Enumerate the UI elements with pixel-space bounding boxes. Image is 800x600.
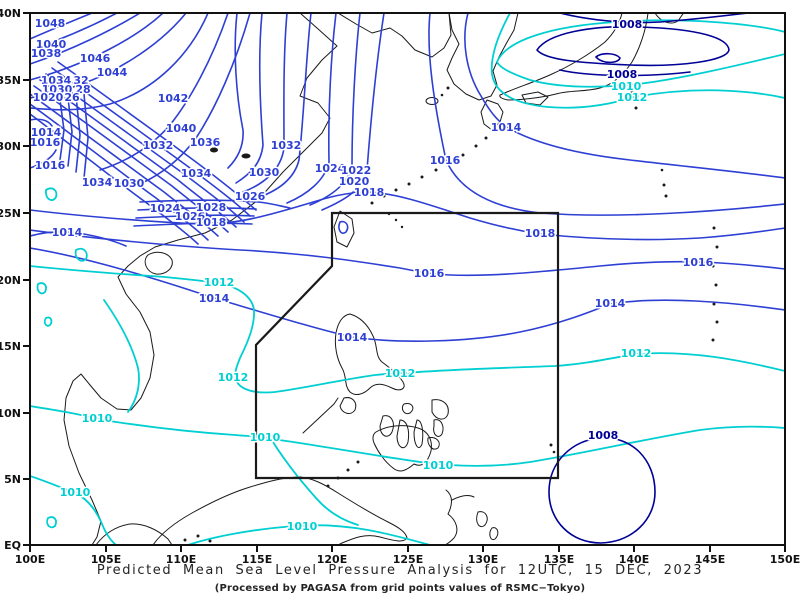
x-axis: 100E 105E 110E 115E 120E 125E 130E 135E 140E 145E… xyxy=(15,545,800,566)
x-tick-label: 105E xyxy=(91,553,121,566)
contour-label: 1010 xyxy=(250,431,281,444)
small-islands xyxy=(183,86,719,543)
map-frame xyxy=(29,12,786,546)
x-tick-label: 100E xyxy=(15,553,45,566)
contour-label: 1014 xyxy=(337,331,368,344)
y-tick-label: EQ xyxy=(4,539,21,552)
par-boundary xyxy=(254,211,560,480)
y-tick-label: 25N xyxy=(0,207,21,220)
contour-label: 1024 xyxy=(315,162,346,175)
contour-label: 1010 xyxy=(423,459,454,472)
contour-label: 1024 xyxy=(150,202,181,215)
contour-label: 1032 xyxy=(271,139,302,152)
contour-label: 1016 xyxy=(683,256,714,269)
y-tick-label: 40N xyxy=(0,7,21,20)
contour-label: 26 xyxy=(64,91,80,104)
x-tick-label: 145E xyxy=(695,553,725,566)
chart-title: Predicted Mean Sea Level Pressure Analys… xyxy=(96,563,704,578)
x-tick-label: 110E xyxy=(166,553,196,566)
contour-label: 1010 xyxy=(60,486,91,499)
contour-label: 1030 xyxy=(42,83,73,96)
contour-label: 1028 xyxy=(196,201,227,214)
isobars-blue xyxy=(31,14,784,342)
contour-label: 1016 xyxy=(30,136,61,149)
y-tick-label: 35N xyxy=(0,74,21,87)
contour-label: 1030 xyxy=(249,166,280,179)
contour-label: 1020 xyxy=(339,175,370,188)
contour-label: 1022 xyxy=(341,164,372,177)
contour-label: 1016 xyxy=(430,154,461,167)
contour-label: 1030 xyxy=(114,177,145,190)
contour-label: 1010 xyxy=(611,80,642,93)
contour-label: 1012 xyxy=(204,276,235,289)
contour-label: 1048 xyxy=(35,17,66,30)
x-tick-label: 135E xyxy=(544,553,574,566)
x-tick-label: 125E xyxy=(393,553,423,566)
isobars-cyan xyxy=(31,14,784,544)
contour-label: 1016 xyxy=(414,267,445,280)
contour-label: 1038 xyxy=(31,47,62,60)
y-axis: 40N 35N 30N 25N 20N 15N 10N 5N EQ xyxy=(0,7,30,552)
contour-label: 1008 xyxy=(612,18,643,31)
contour-label: 1016 xyxy=(35,159,66,172)
contour-label: 1044 xyxy=(97,66,128,79)
chart-subtitle: (Processed by PAGASA from grid points va… xyxy=(214,583,586,594)
x-tick-label: 115E xyxy=(242,553,272,566)
contour-label: 1012 xyxy=(385,367,416,380)
contour-label: 1018 xyxy=(196,216,227,229)
contour-label: 1012 xyxy=(617,91,648,104)
contour-label: 1012 xyxy=(621,347,652,360)
contour-label: 1032 xyxy=(143,139,174,152)
contour-label: 28 xyxy=(75,83,90,96)
y-tick-label: 30N xyxy=(0,140,21,153)
contour-label: 1014 xyxy=(491,121,522,134)
y-tick-label: 15N xyxy=(0,340,21,353)
contour-label: 1012 xyxy=(218,371,249,384)
contour-label: 1040 xyxy=(36,38,67,51)
contour-label: 1014 xyxy=(31,126,62,139)
contour-label: 1034 xyxy=(181,167,212,180)
contour-label: 1018 xyxy=(525,227,556,240)
x-tick-label: 150E xyxy=(770,553,800,566)
contour-label: 1010 xyxy=(82,412,113,425)
contour-label: 1034 xyxy=(41,74,72,87)
contour-label: 1034 xyxy=(82,176,113,189)
contour-label: 1026 xyxy=(235,190,266,203)
contour-label: 1008 xyxy=(607,68,638,81)
y-tick-label: 5N xyxy=(4,473,21,486)
y-tick-label: 10N xyxy=(0,407,21,420)
y-tick-label: 20N xyxy=(0,274,21,287)
isobars-navy xyxy=(536,14,747,544)
contour-label: 1010 xyxy=(287,520,318,533)
contour-label: 1014 xyxy=(52,226,83,239)
contour-label: 1040 xyxy=(166,122,197,135)
x-tick-label: 130E xyxy=(468,553,498,566)
contour-label: 1020 xyxy=(33,91,64,104)
contour-label: 1036 xyxy=(190,136,221,149)
contour-label: 1014 xyxy=(199,292,230,305)
x-tick-label: 140E xyxy=(619,553,649,566)
x-tick-label: 120E xyxy=(317,553,347,566)
contour-label: 1042 xyxy=(158,92,189,105)
contour-label: 1018 xyxy=(354,186,385,199)
contour-label: 1008 xyxy=(588,429,619,442)
contour-label: 1046 xyxy=(80,52,111,65)
contour-label: 32 xyxy=(73,74,88,87)
contour-label: 1026 xyxy=(175,210,206,223)
contour-label: 1014 xyxy=(595,297,626,310)
